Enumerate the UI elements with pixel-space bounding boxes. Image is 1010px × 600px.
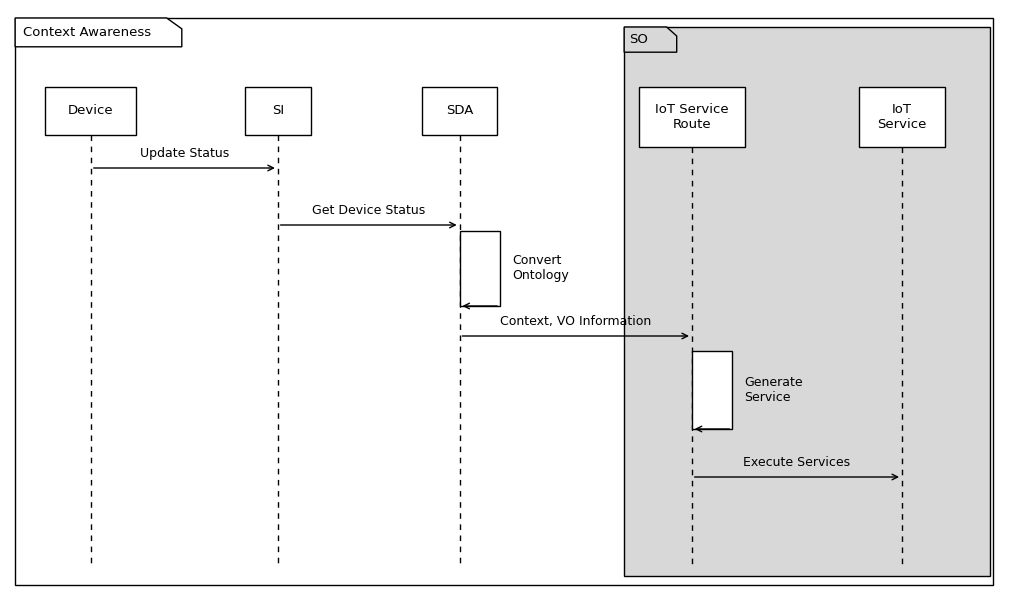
Text: Execute Services: Execute Services [743,456,850,469]
Bar [422,87,497,135]
Bar [639,87,745,147]
Bar [858,87,945,147]
Bar [45,87,136,135]
Text: IoT Service
Route: IoT Service Route [655,103,728,131]
Text: SDA: SDA [445,104,474,118]
Bar [245,87,311,135]
Text: Get Device Status: Get Device Status [312,204,425,217]
Text: SO: SO [629,33,648,46]
Text: Convert
Ontology: Convert Ontology [512,254,569,283]
Polygon shape [624,27,677,52]
Text: IoT
Service: IoT Service [878,103,926,131]
Polygon shape [15,18,182,47]
Text: Context Awareness: Context Awareness [23,26,152,39]
Bar [624,27,990,576]
Bar [692,351,732,429]
Text: Context, VO Information: Context, VO Information [500,315,651,328]
Bar [460,231,500,306]
Text: Device: Device [68,104,114,118]
Text: Generate
Service: Generate Service [744,376,803,404]
Text: Update Status: Update Status [139,147,229,160]
Text: SI: SI [272,104,284,118]
